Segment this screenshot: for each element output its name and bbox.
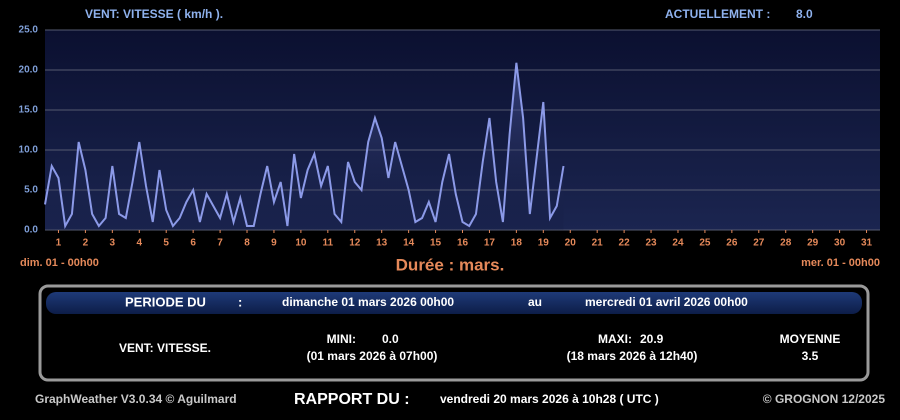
x-tick-label: 29 <box>807 238 819 249</box>
area <box>45 62 564 230</box>
x-tick-label: 18 <box>511 238 523 249</box>
variable: VENT: VITESSE. <box>119 341 211 355</box>
x-tick-label: 15 <box>430 238 442 249</box>
x-tick-label: 12 <box>349 238 361 249</box>
x-tick-label: 8 <box>244 238 250 249</box>
min-label: MINI: <box>327 332 356 346</box>
max-label: MAXI: <box>598 332 632 346</box>
x-title: Durée : mars. <box>396 255 505 274</box>
y-tick-label: 5.0 <box>24 185 38 196</box>
x-tick-label: 25 <box>699 238 711 249</box>
copyright: © GROGNON 12/2025 <box>763 392 886 406</box>
x-tick-label: 23 <box>645 238 657 249</box>
x-end-label: mer. 01 - 00h00 <box>801 257 880 269</box>
period-sep: : <box>238 294 242 309</box>
x-tick-label: 16 <box>457 238 469 249</box>
period-start: dimanche 01 mars 2026 00h00 <box>282 295 454 309</box>
current-value: 8.0 <box>796 7 813 21</box>
x-tick-label: 21 <box>592 238 604 249</box>
x-tick-label: 6 <box>190 238 196 249</box>
min-date: (01 mars 2026 à 07h00) <box>307 349 438 363</box>
chart-title: VENT: VITESSE ( km/h ). <box>85 7 223 21</box>
x-tick-label: 1 <box>56 238 62 249</box>
plot-area <box>45 30 880 230</box>
min-value: 0.0 <box>382 332 399 346</box>
period-end: mercredi 01 avril 2026 00h00 <box>585 295 748 309</box>
x-tick-label: 13 <box>376 238 388 249</box>
mean-value: 3.5 <box>802 349 819 363</box>
max-date: (18 mars 2026 à 12h40) <box>567 349 698 363</box>
x-tick-label: 19 <box>538 238 550 249</box>
x-tick-label: 26 <box>726 238 738 249</box>
x-start-label: dim. 01 - 00h00 <box>20 257 99 269</box>
x-tick-label: 3 <box>110 238 116 249</box>
x-tick-label: 4 <box>136 238 142 249</box>
software: GraphWeather V3.0.34 © Aguilmard <box>35 392 237 406</box>
x-tick-label: 31 <box>861 238 873 249</box>
x-tick-label: 20 <box>565 238 577 249</box>
period-band <box>46 292 862 314</box>
current-label: ACTUELLEMENT : <box>665 7 770 21</box>
x-tick-label: 11 <box>323 238 334 249</box>
x-tick-label: 5 <box>163 238 169 249</box>
y-tick-label: 25.0 <box>19 25 39 36</box>
x-tick-label: 14 <box>403 238 415 249</box>
report-label: RAPPORT DU : <box>294 391 410 408</box>
period-to: au <box>528 295 542 309</box>
mean-label: MOYENNE <box>780 332 841 346</box>
x-tick-label: 7 <box>217 238 223 249</box>
max-value: 20.9 <box>640 332 664 346</box>
line <box>44 62 565 230</box>
y-tick-label: 15.0 <box>19 105 39 116</box>
x-tick-label: 28 <box>780 238 792 249</box>
x-tick-label: 30 <box>834 238 846 249</box>
y-tick-label: 0.0 <box>24 225 38 236</box>
x-tick-label: 2 <box>83 238 89 249</box>
x-tick-label: 9 <box>271 238 277 249</box>
x-tick-label: 22 <box>619 238 631 249</box>
x-tick-label: 24 <box>672 238 684 249</box>
report-date: vendredi 20 mars 2026 à 10h28 ( UTC ) <box>440 392 659 406</box>
period-label: PERIODE DU <box>125 294 206 309</box>
y-tick-label: 10.0 <box>19 145 39 156</box>
y-tick-label: 20.0 <box>19 65 39 76</box>
x-tick-label: 27 <box>753 238 765 249</box>
x-tick-label: 17 <box>484 238 496 249</box>
x-tick-label: 10 <box>295 238 307 249</box>
